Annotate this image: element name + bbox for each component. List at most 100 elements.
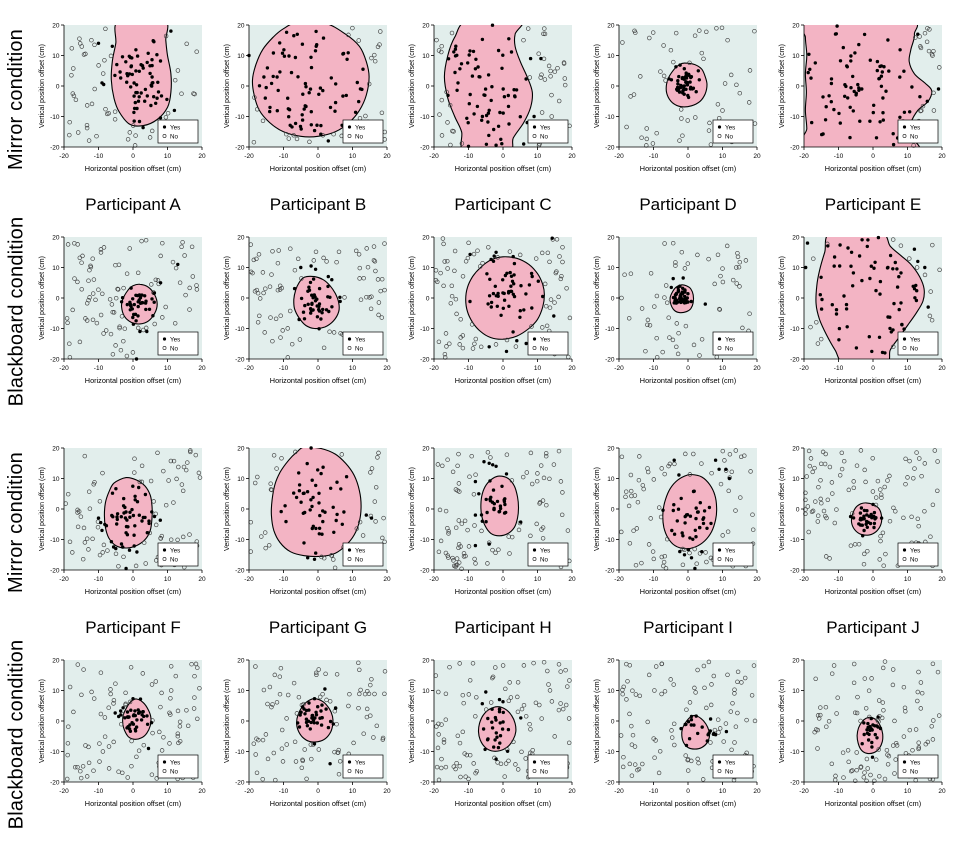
axes: -20 -10 0 10 20 -20 -10 0 10 20: [235, 445, 391, 583]
svg-text:-20: -20: [799, 788, 809, 795]
panel-svg: -20 -10 0 10 20 -20 -10 0 10 20 Horizontal positio…: [39, 22, 206, 173]
svg-text:0: 0: [316, 365, 320, 372]
panels-container: -20 -10 0 10 20 -20 -10 0 10 20 Horizontal positio…: [34, 21, 959, 177]
svg-text:20: 20: [422, 22, 430, 29]
svg-text:No: No: [725, 133, 734, 140]
scatter-panel-participant-d: -20 -10 0 10 20 -20 -10 0 10 20 Horizontal positio…: [589, 233, 774, 389]
svg-text:-10: -10: [94, 788, 104, 795]
svg-text:10: 10: [237, 53, 245, 60]
row-gap: [0, 389, 960, 444]
condition-label-text: Mirror condition: [5, 451, 28, 593]
svg-text:No: No: [725, 556, 734, 563]
axes: -20 -10 0 10 20 -20 -10 0 10 20: [50, 445, 206, 583]
svg-text:No: No: [170, 345, 179, 352]
panel-svg: -20 -10 0 10 20 -20 -10 0 10 20 Horizontal positio…: [779, 22, 946, 173]
svg-text:-10: -10: [50, 537, 60, 544]
svg-text:0: 0: [871, 576, 875, 583]
axes: -20 -10 0 10 20 -20 -10 0 10 20: [50, 234, 206, 372]
svg-text:20: 20: [607, 234, 615, 241]
svg-text:0: 0: [686, 365, 690, 372]
svg-text:-10: -10: [605, 749, 615, 756]
axes: -20 -10 0 10 20 -20 -10 0 10 20: [605, 234, 761, 372]
svg-text:-20: -20: [420, 567, 430, 574]
scatter-panel-participant-e: -20 -10 0 10 20 -20 -10 0 10 20 Horizontal positio…: [774, 21, 959, 177]
svg-text:-20: -20: [244, 153, 254, 160]
y-axis-title: Vertical position offset (cm): [224, 256, 231, 340]
svg-text:Yes: Yes: [910, 124, 920, 131]
x-axis-title: Horizontal position offset (cm): [825, 799, 921, 808]
y-axis-title: Vertical position offset (cm): [409, 44, 416, 128]
svg-text:-10: -10: [279, 153, 289, 160]
svg-text:20: 20: [198, 576, 206, 583]
panel-svg: -20 -10 0 10 20 -20 -10 0 10 20 Horizontal positio…: [409, 22, 576, 173]
svg-text:-20: -20: [614, 788, 624, 795]
svg-text:Yes: Yes: [355, 759, 365, 766]
no-points: [64, 237, 200, 360]
svg-text:20: 20: [792, 657, 800, 664]
svg-text:No: No: [170, 556, 179, 563]
yes-points: [661, 458, 732, 571]
svg-text:-20: -20: [244, 365, 254, 372]
svg-text:No: No: [540, 133, 549, 140]
svg-text:20: 20: [383, 365, 391, 372]
no-points: [433, 659, 572, 783]
svg-text:10: 10: [164, 788, 172, 795]
scatter-panel-participant-e: -20 -10 0 10 20 -20 -10 0 10 20 Horizontal positio…: [774, 233, 959, 389]
legend: Yes No: [527, 331, 569, 356]
panel-svg: -20 -10 0 10 20 -20 -10 0 10 20 Horizontal positio…: [594, 657, 761, 808]
svg-text:Yes: Yes: [910, 336, 920, 343]
svg-text:No: No: [355, 556, 364, 563]
panel-svg: -20 -10 0 10 20 -20 -10 0 10 20 Horizontal positio…: [224, 445, 391, 596]
svg-text:10: 10: [534, 153, 542, 160]
svg-text:10: 10: [422, 265, 430, 272]
svg-text:-10: -10: [649, 576, 659, 583]
svg-text:10: 10: [349, 788, 357, 795]
svg-text:0: 0: [501, 153, 505, 160]
yes-points: [279, 446, 374, 561]
x-axis-title: Horizontal position offset (cm): [455, 164, 551, 173]
svg-text:-10: -10: [790, 326, 800, 333]
yes-points: [96, 484, 162, 571]
svg-text:10: 10: [237, 476, 245, 483]
y-axis-title: Vertical position offset (cm): [224, 44, 231, 128]
scatter-panel-participant-b: -20 -10 0 10 20 -20 -10 0 10 20 Horizontal positio…: [219, 233, 404, 389]
svg-text:No: No: [540, 345, 549, 352]
no-points: [248, 449, 387, 571]
svg-text:Yes: Yes: [170, 759, 180, 766]
svg-text:10: 10: [534, 576, 542, 583]
legend: Yes No: [712, 542, 754, 567]
participant-label: Participant H: [454, 618, 552, 637]
svg-text:Yes: Yes: [540, 124, 550, 131]
legend: Yes No: [712, 754, 754, 779]
yes-points: [113, 697, 154, 751]
svg-text:-20: -20: [605, 356, 615, 363]
x-axis-title: Horizontal position offset (cm): [640, 376, 736, 385]
yes-points: [804, 235, 930, 355]
svg-text:-10: -10: [94, 576, 104, 583]
x-axis-title: Horizontal position offset (cm): [455, 376, 551, 385]
scatter-panel-participant-f: -20 -10 0 10 20 -20 -10 0 10 20 Horizontal positio…: [34, 444, 219, 600]
decision-region: [110, 25, 172, 127]
no-points: [434, 26, 572, 148]
yes-points: [669, 276, 707, 306]
panel-svg: -20 -10 0 10 20 -20 -10 0 10 20 Horizontal positio…: [779, 657, 946, 808]
svg-text:0: 0: [241, 718, 245, 725]
svg-text:-10: -10: [649, 365, 659, 372]
svg-text:0: 0: [241, 83, 245, 90]
scatter-panel-participant-a: -20 -10 0 10 20 -20 -10 0 10 20 Horizontal positio…: [34, 21, 219, 177]
x-axis-title: Horizontal position offset (cm): [270, 376, 366, 385]
svg-text:20: 20: [422, 657, 430, 664]
svg-text:-20: -20: [790, 567, 800, 574]
panel-svg: -20 -10 0 10 20 -20 -10 0 10 20 Horizontal positio…: [224, 657, 391, 808]
scatter-panel-participant-d: -20 -10 0 10 20 -20 -10 0 10 20 Horizontal positio…: [589, 21, 774, 177]
scatter-panel-participant-a: -20 -10 0 10 20 -20 -10 0 10 20 Horizontal positio…: [34, 233, 219, 389]
svg-text:0: 0: [316, 576, 320, 583]
y-axis-title: Vertical position offset (cm): [39, 679, 46, 763]
svg-text:0: 0: [611, 506, 615, 513]
panel-row-blackboard-bottom: Blackboard condition -20 -10 0 10 20 -20 -10 0 1…: [0, 639, 960, 829]
svg-text:20: 20: [422, 234, 430, 241]
scatter-panel-participant-c: -20 -10 0 10 20 -20 -10 0 10 20 Horizontal positio…: [404, 21, 589, 177]
svg-text:0: 0: [426, 295, 430, 302]
decision-region: [443, 25, 534, 147]
